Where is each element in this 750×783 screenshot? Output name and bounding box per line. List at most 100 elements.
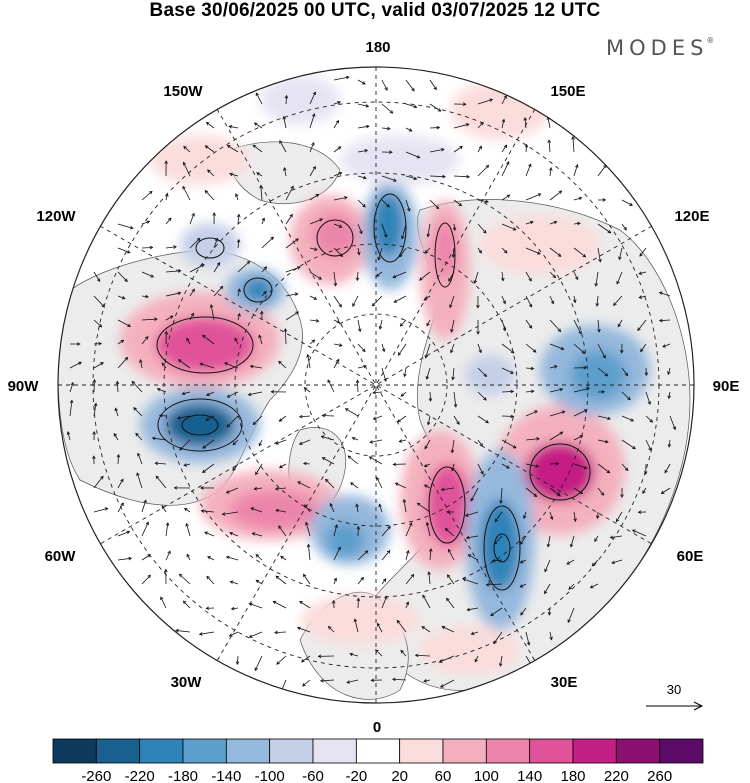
- wind-vector-head: [338, 303, 342, 308]
- wind-vector-head: [318, 276, 323, 280]
- lon-label-30w: 30W: [171, 674, 203, 691]
- wind-vector-head: [205, 121, 210, 126]
- wind-vector-head: [534, 410, 538, 414]
- wind-vector-head: [594, 538, 598, 543]
- wind-vector: [378, 504, 383, 513]
- wind-vector: [525, 319, 532, 329]
- wind-vector: [237, 261, 250, 273]
- wind-vector: [161, 362, 167, 369]
- anomaly-neg-8: [465, 355, 515, 395]
- wind-vector-head: [638, 295, 643, 299]
- wind-vector: [405, 175, 417, 180]
- wind-vector: [305, 522, 311, 537]
- colorbar-tick-label: -220: [125, 768, 155, 783]
- colorbar-swatch: [399, 738, 444, 764]
- wind-vector: [501, 161, 510, 177]
- wind-vector: [549, 631, 552, 640]
- wind-vector: [477, 165, 489, 177]
- wind-vector: [429, 548, 432, 561]
- wind-vector: [333, 271, 337, 286]
- wind-vector-head: [616, 280, 620, 285]
- wind-vector-head: [363, 364, 368, 369]
- colorbar-swatch: [572, 738, 617, 764]
- wind-vector: [405, 574, 415, 585]
- wind-vector-head: [574, 276, 579, 281]
- wind-vector-head: [398, 439, 403, 443]
- wind-vector: [501, 223, 516, 231]
- wind-vector-head: [235, 661, 240, 666]
- wind-vector-head: [447, 574, 451, 578]
- wind-vector: [159, 415, 167, 417]
- wind-vector: [668, 439, 671, 448]
- wind-vector-head: [298, 441, 303, 445]
- wind-vector-head: [198, 632, 203, 636]
- wind-vector-head: [422, 594, 426, 599]
- wind-vector: [451, 439, 455, 453]
- wind-vector-head: [345, 75, 350, 80]
- wind-vector: [398, 343, 407, 356]
- wind-vector: [548, 607, 551, 615]
- reference-vector: 30: [646, 682, 704, 711]
- wind-vector-head: [494, 518, 499, 523]
- wind-vector-head: [161, 362, 166, 367]
- wind-vector-head: [423, 679, 427, 683]
- wind-vector: [381, 223, 387, 238]
- wind-vector-head: [306, 543, 311, 548]
- wind-vector: [621, 463, 629, 471]
- wind-vector-head: [433, 86, 437, 91]
- wind-vector: [357, 247, 360, 255]
- wind-vector-head: [173, 245, 177, 249]
- wind-vector: [160, 596, 167, 609]
- wind-vector-head: [595, 303, 600, 307]
- reference-vector-arrowhead: [693, 701, 704, 711]
- wind-vector: [549, 365, 558, 369]
- wind-vector-head: [311, 339, 316, 343]
- wind-vector-head: [627, 396, 631, 401]
- wind-vector: [429, 199, 439, 209]
- latitude-circle-80: [304, 313, 448, 457]
- wind-vector-head: [478, 249, 482, 254]
- wind-vector-head: [662, 344, 666, 348]
- wind-vector: [453, 415, 460, 425]
- wind-vector: [501, 295, 506, 304]
- wind-vector: [254, 655, 263, 671]
- wind-vector: [275, 439, 287, 445]
- wind-vector-head: [274, 630, 278, 635]
- wind-vector: [141, 318, 158, 321]
- wind-vector-head: [535, 464, 540, 468]
- wind-vector: [285, 266, 301, 273]
- wind-vector: [662, 343, 671, 348]
- wind-vector: [165, 217, 172, 225]
- wind-vector-head: [173, 486, 178, 490]
- wind-vector: [224, 362, 239, 369]
- wind-vector-head: [327, 625, 332, 630]
- wind-vector: [178, 359, 191, 369]
- wind-vector-head: [126, 250, 131, 254]
- colorbar-tick-label: 100: [474, 768, 499, 783]
- wind-vector-head: [478, 145, 482, 150]
- wind-vector: [549, 221, 557, 225]
- wind-vector: [179, 573, 191, 585]
- wind-vector-head: [435, 205, 440, 210]
- wind-vector-head: [98, 341, 103, 346]
- wind-vector: [285, 238, 299, 249]
- wind-vector-head: [558, 190, 563, 194]
- wind-vector-head: [169, 315, 174, 319]
- wind-vector: [205, 145, 215, 153]
- wind-vector: [131, 381, 143, 393]
- wind-vector-head: [426, 233, 431, 238]
- wind-vector: [207, 556, 215, 561]
- wind-vector: [501, 95, 507, 105]
- wind-vector: [93, 271, 101, 282]
- wind-vector-head: [401, 235, 405, 240]
- wind-vector: [297, 481, 311, 489]
- wind-vector-head: [145, 521, 149, 526]
- wind-vector: [645, 391, 651, 405]
- wind-vector: [449, 295, 455, 308]
- wind-vector-head: [275, 508, 279, 513]
- wind-vector: [186, 523, 191, 537]
- anomaly-pos-1-core: [155, 317, 255, 373]
- wind-vector: [227, 391, 239, 398]
- wind-vector: [573, 247, 586, 258]
- wind-vector: [347, 455, 359, 465]
